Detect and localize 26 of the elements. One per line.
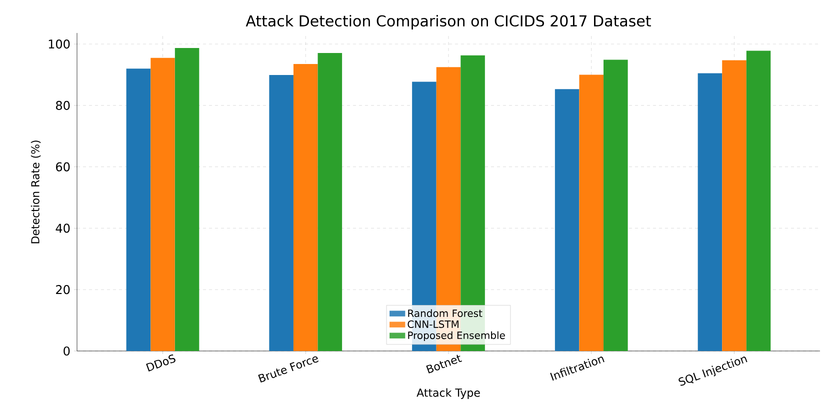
bar: [698, 73, 722, 351]
bar: [174, 48, 200, 351]
bar: [554, 89, 580, 351]
x-tick-label: Brute Force: [258, 356, 319, 383]
y-tick-label: 60: [56, 162, 70, 172]
chart-title: Attack Detection Comparison on CICIDS 2017 Dataset: [246, 14, 651, 30]
bar: [269, 75, 294, 351]
y-tick-label: 0: [64, 346, 70, 356]
bar: [318, 52, 342, 351]
bar: [604, 60, 628, 351]
legend-label: CNN-LSTM: [408, 320, 458, 328]
bar: [746, 50, 771, 351]
y-tick-label: 40: [56, 224, 70, 233]
y-tick-label: 20: [56, 285, 70, 294]
bar: [150, 58, 175, 351]
legend-label: Proposed Ensemble: [408, 331, 505, 342]
x-tick-label: DDoS: [146, 354, 176, 372]
y-tick-label: 80: [56, 100, 70, 110]
bar: [293, 64, 318, 351]
x-axis-title: Attack Type: [416, 388, 480, 399]
bar: [126, 68, 151, 351]
legend-label: Random Forest: [408, 309, 482, 318]
y-tick-label: 100: [48, 40, 70, 49]
bar: [722, 60, 746, 351]
bar: [579, 74, 604, 351]
y-axis-title: Detection Rate (%): [30, 140, 41, 244]
